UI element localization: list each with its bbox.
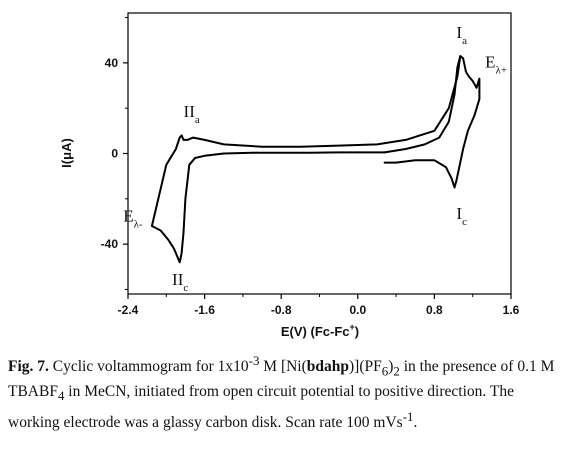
peak-annotations: Ia Eλ+ IIa Ic Eλ- IIc (123, 23, 507, 294)
peak-label: IIc (172, 270, 188, 294)
traces (150, 55, 481, 264)
peak-label: Ia (456, 23, 467, 47)
x-tick-label: -1.6 (194, 303, 215, 317)
cyclic-voltammogram-chart: -2.4 -1.6 -0.8 0.0 0.8 1.6 40 0 -40 Ia Eλ+ IIa Ic E… (59, 12, 520, 339)
caption-text-4: ) (388, 358, 394, 376)
y-tick-label: 0 (111, 147, 118, 161)
x-tick-label: 0.0 (349, 303, 366, 317)
x-axis-title-close: ) (355, 324, 359, 339)
y-tick-label: 40 (105, 56, 119, 70)
caption-sub-1: 6 (381, 363, 389, 379)
x-tick-label: 1.6 (503, 303, 520, 317)
caption-text-6: in MeCN, initiated from open circuit pot… (8, 383, 514, 432)
caption-text-1: Cyclic voltammogram for 1x10 (48, 358, 249, 376)
peak-label: Ic (456, 204, 467, 228)
x-tick-label: -2.4 (118, 303, 139, 317)
caption-sub-3: 4 (57, 388, 65, 404)
caption-text-7: . (413, 414, 418, 432)
peak-label: Eλ- (123, 206, 143, 230)
x-tick-label: -0.8 (271, 303, 292, 317)
y-tick-label: -40 (101, 237, 119, 251)
peak-label: Eλ+ (485, 52, 507, 76)
caption-text-2: M [Ni( (259, 358, 307, 376)
x-axis-title-sup: + (350, 322, 355, 332)
x-axis-ticks: -2.4 -1.6 -0.8 0.0 0.8 1.6 (118, 294, 520, 317)
caption-sub-2: 2 (393, 363, 400, 379)
y-axis-title: I(μA) (59, 138, 74, 168)
caption-sup-1: -3 (248, 353, 260, 368)
x-tick-label: 0.8 (426, 303, 443, 317)
caption-label: Fig. 7. (8, 358, 49, 376)
cv-trace-1 (383, 55, 481, 189)
figure-caption: Fig. 7. Cyclic voltammogram for 1x10-3 M… (8, 350, 556, 434)
y-axis-ticks: 40 0 -40 (101, 17, 128, 290)
x-axis-title: E(V) (Fc-Fc+) (281, 322, 359, 339)
caption-sup-2: -1 (402, 409, 414, 425)
peak-label: IIa (184, 102, 200, 126)
caption-text-3: )](PF (349, 358, 382, 376)
x-axis-title-main: E(V) (Fc-Fc (281, 324, 350, 339)
cv-trace-2 (150, 55, 462, 264)
caption-text-5: in the presence of 0.1 M TBABF (8, 358, 555, 401)
caption-ligand: bdahp (306, 358, 350, 376)
